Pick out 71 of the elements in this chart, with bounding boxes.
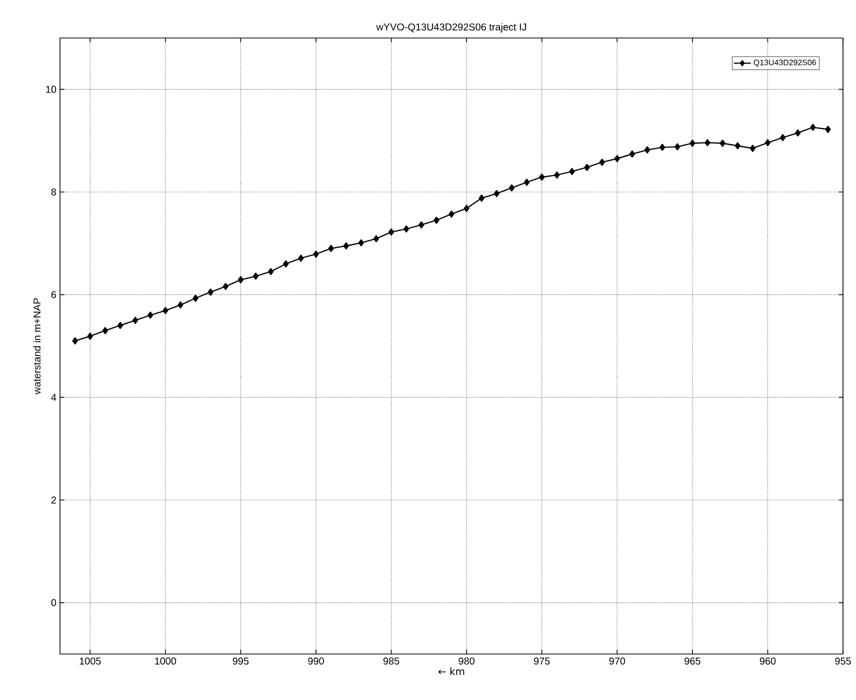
y-tick-label: 8 <box>51 188 56 196</box>
point <box>674 143 680 150</box>
point <box>478 194 484 202</box>
point <box>102 327 108 334</box>
point <box>388 228 394 236</box>
point <box>554 171 560 179</box>
x-tick-label: 955 <box>835 658 851 665</box>
point <box>313 250 319 258</box>
point <box>508 184 515 192</box>
x-tick-label: 1000 <box>155 658 176 665</box>
x-tick-label: 995 <box>232 658 249 665</box>
point <box>87 332 93 340</box>
point <box>238 276 244 284</box>
point <box>208 288 214 296</box>
point <box>358 239 364 246</box>
point <box>403 225 410 233</box>
point <box>192 294 198 302</box>
point <box>599 158 605 166</box>
point <box>117 322 124 330</box>
x-tick-label: 970 <box>609 658 626 665</box>
point <box>178 301 184 309</box>
x-tick-label: 1005 <box>80 658 101 665</box>
point <box>704 139 710 146</box>
point <box>524 178 530 186</box>
point <box>690 140 696 147</box>
point <box>614 155 620 162</box>
point <box>494 190 500 198</box>
x-tick-label: 960 <box>760 658 776 665</box>
point <box>162 306 168 314</box>
point <box>222 282 228 290</box>
y-tick-label: 10 <box>46 86 56 93</box>
point <box>569 168 575 176</box>
y-axis-title: waterstand in m+NAP <box>33 298 41 394</box>
point <box>418 221 424 228</box>
point <box>750 144 756 152</box>
point <box>298 254 304 262</box>
y-tick-label: 2 <box>51 496 56 504</box>
x-tick-label: 980 <box>458 658 474 665</box>
point <box>825 126 831 133</box>
x-axis-title: ← km <box>438 667 464 675</box>
point <box>434 216 440 224</box>
x-tick-label: 975 <box>534 658 550 665</box>
y-tick-label: 0 <box>51 599 56 606</box>
point <box>343 242 349 250</box>
point <box>659 144 666 151</box>
chart-title: wYVO-Q13U43D292S06 traject IJ <box>376 23 526 32</box>
y-tick-label: 6 <box>51 291 56 298</box>
point <box>464 204 470 212</box>
point <box>72 337 78 344</box>
point <box>794 129 801 137</box>
x-tick-label: 965 <box>684 658 700 665</box>
point <box>734 142 740 150</box>
x-tick-label: 985 <box>383 658 400 665</box>
point <box>373 235 380 242</box>
point <box>720 140 726 147</box>
point <box>252 272 259 280</box>
y-tick-label: 4 <box>51 394 56 401</box>
point <box>268 268 274 276</box>
point <box>764 139 771 146</box>
point <box>780 134 786 142</box>
x-tick-label: 990 <box>308 658 324 665</box>
point <box>448 210 454 218</box>
point <box>283 260 289 268</box>
point <box>132 316 138 324</box>
point <box>810 124 816 131</box>
point <box>644 146 650 154</box>
point <box>584 164 590 171</box>
point <box>629 150 636 158</box>
point <box>328 244 334 252</box>
point <box>539 174 545 181</box>
point <box>148 312 154 319</box>
